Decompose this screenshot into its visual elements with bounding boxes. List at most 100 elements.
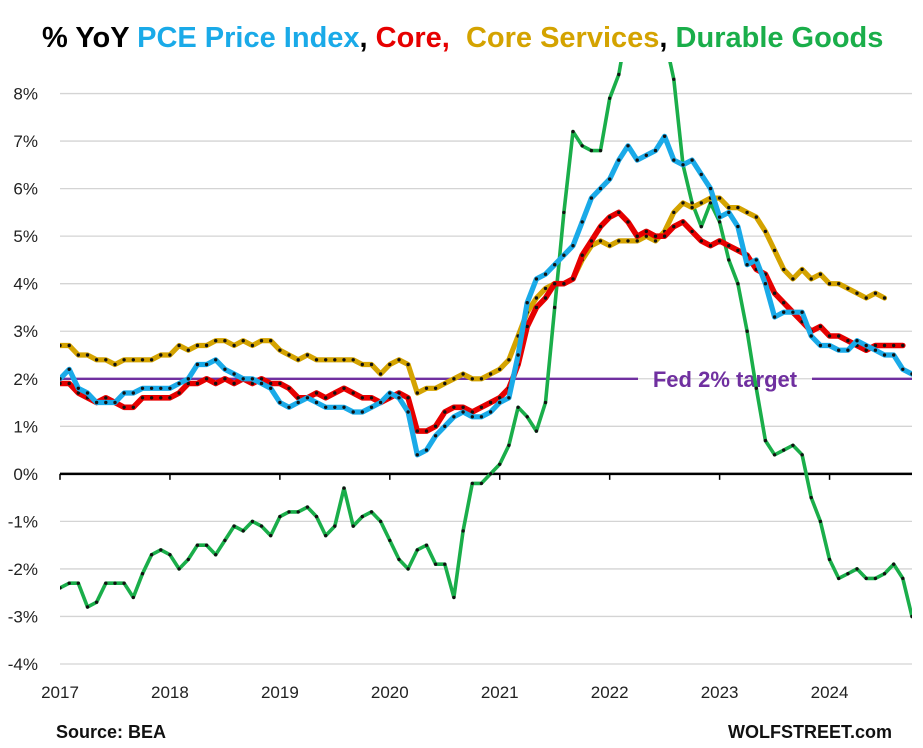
data-point [259,381,264,386]
data-point [736,224,740,229]
data-point [791,310,795,314]
data-point [488,372,493,376]
data-point [424,386,429,390]
data-point [223,377,227,381]
data-point [204,343,209,348]
data-point [406,567,410,571]
data-point [388,362,392,367]
data-point [94,400,99,405]
data-point [672,210,676,215]
y-tick-label: -4% [8,655,38,674]
data-point [772,291,777,295]
data-point [470,377,474,381]
data-point [543,286,548,291]
data-point [617,210,621,215]
data-point [626,220,630,224]
data-point [636,2,639,5]
data-point [571,129,575,134]
data-point [131,358,135,362]
data-point [608,96,612,101]
fed-target: Fed 2% target [60,367,912,392]
data-point [635,239,639,243]
data-point [580,253,584,257]
data-point [223,367,227,371]
data-point [424,448,429,452]
data-point [177,381,181,386]
data-point [498,462,502,466]
x-tick-label: 2017 [41,683,79,702]
data-point [727,210,731,215]
data-point [635,158,639,162]
data-point [727,244,731,248]
data-point [122,405,126,409]
data-point [617,158,621,162]
data-point [223,339,227,343]
data-point [873,348,878,352]
data-point [305,396,310,400]
data-point [214,553,218,557]
data-point [433,386,438,390]
data-point [177,343,181,348]
series-line-pce-price-index [60,133,912,458]
data-point [818,519,823,524]
data-point [278,348,282,352]
data-point [140,386,145,390]
data-point [314,391,319,395]
y-tick-label: 6% [13,180,38,199]
data-point [250,519,255,524]
y-tick-label: 0% [13,465,38,484]
title-durable-goods: Durable Goods [676,22,884,54]
fed-target-label: Fed 2% target [653,367,798,392]
data-point [470,481,474,486]
data-point [369,510,374,514]
data-point [882,572,887,576]
x-tick-label: 2020 [371,683,409,702]
data-point [846,572,850,576]
series-lines [60,2,912,619]
data-point [745,210,749,215]
title-core-services: Core Services [466,22,659,54]
data-point [553,282,557,286]
source-label: Source: BEA [56,722,166,742]
data-point [406,362,410,367]
data-point [791,443,795,447]
data-point [177,391,181,395]
data-point [690,158,694,162]
data-point [882,296,887,300]
data-point [498,367,502,371]
y-tick-label: 8% [13,85,38,104]
data-point [864,296,868,300]
data-point [159,396,163,400]
data-point [342,405,346,409]
data-point [241,339,245,343]
data-point [653,239,658,243]
x-axis-ticks: 2017 2018 2019 2020 2021 2022 2023 2024 [41,473,848,702]
data-point [360,396,364,400]
data-point [67,581,71,585]
data-point [433,434,438,438]
data-point [241,377,245,381]
data-point [60,586,62,590]
data-point [892,353,896,357]
data-point [324,396,328,400]
data-point [360,410,364,414]
data-point [571,244,575,248]
data-point [168,553,172,557]
data-point [223,538,227,543]
data-point [873,576,878,581]
data-point [727,258,731,262]
data-point [782,267,786,272]
data-point [186,377,190,381]
data-point [809,495,813,500]
data-point [837,576,841,581]
data-point [94,358,99,362]
data-point [589,148,594,153]
data-point [910,372,912,376]
data-point [608,215,612,219]
data-point [305,353,310,357]
data-point [204,362,209,367]
y-tick-label: 2% [13,370,38,389]
data-point [296,396,300,400]
data-point [131,391,135,395]
data-point [159,386,163,390]
